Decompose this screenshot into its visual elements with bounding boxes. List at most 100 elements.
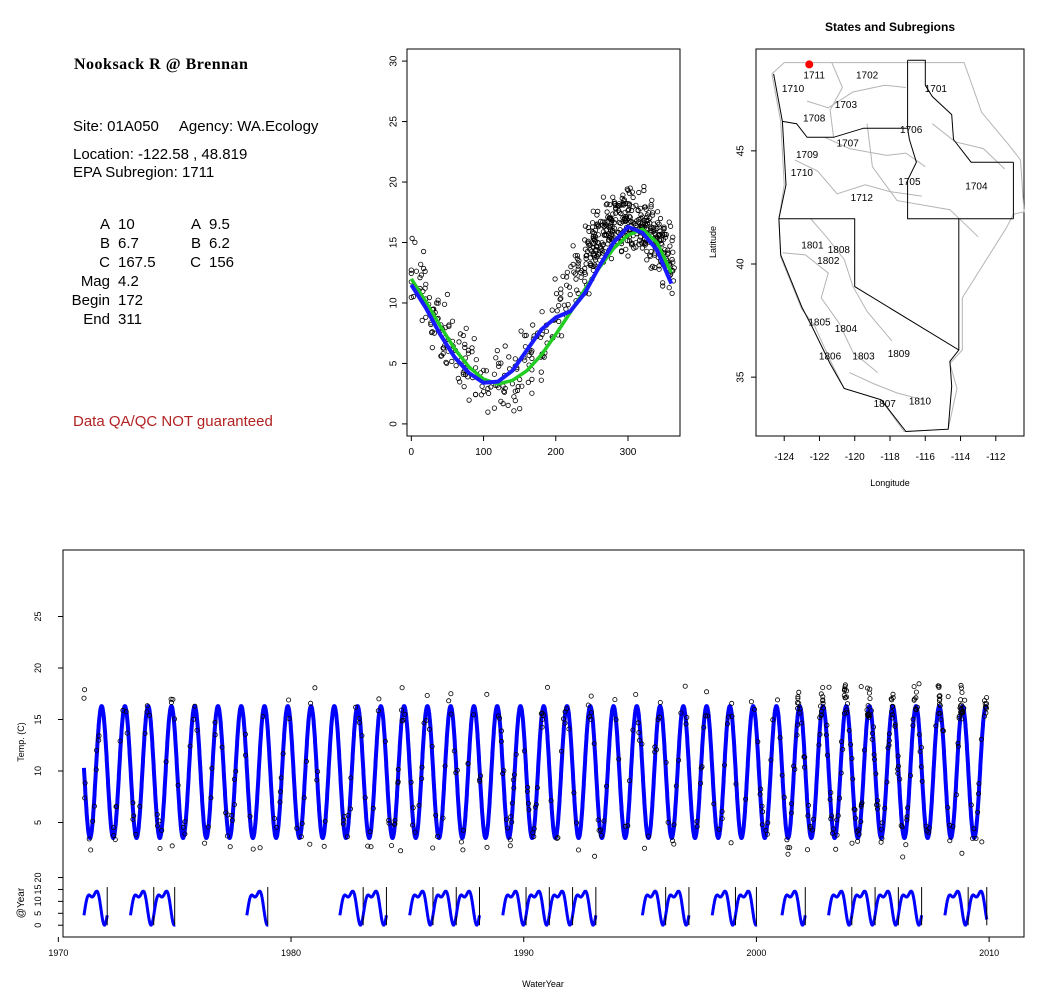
temperature-point [112, 837, 118, 843]
temperature-point [886, 738, 892, 744]
state-border [907, 128, 1014, 220]
temperature-point [865, 685, 871, 691]
observation-point [669, 256, 675, 263]
observation-point [419, 317, 425, 323]
temperature-point [889, 703, 895, 709]
observation-point [619, 201, 625, 207]
temperature-point [947, 838, 953, 844]
observation-point [646, 210, 652, 216]
observation-point [420, 265, 427, 272]
param-key: Mag [80, 273, 110, 290]
observation-point [604, 219, 610, 225]
temperature-point [595, 817, 601, 823]
x-tick-label: 200 [547, 447, 564, 458]
temperature-point [633, 692, 639, 698]
temperature-point [321, 843, 327, 849]
temperature-point [94, 747, 100, 753]
observation-point [575, 260, 581, 266]
temperature-point [865, 703, 871, 709]
temperature-point [308, 700, 314, 706]
temperature-point [613, 717, 619, 723]
temperature-point [294, 825, 300, 831]
temperature-point [846, 728, 852, 734]
temperature-point [561, 716, 567, 722]
observation-point [558, 290, 564, 296]
annual-strip-curve [850, 889, 877, 927]
observation-point [616, 209, 622, 215]
subregion-label: 1804 [835, 324, 858, 335]
temperature-point [566, 726, 572, 732]
temperature-point [477, 777, 483, 783]
temperature-point [959, 709, 965, 715]
temperature-point [858, 803, 864, 809]
strip-y-tick-label: 10 [33, 896, 43, 906]
temperature-point [719, 816, 725, 822]
temperature-point [673, 783, 679, 789]
observation-point [572, 253, 578, 259]
temperature-point [886, 731, 892, 737]
temperature-point [820, 694, 826, 700]
observation-point [644, 257, 650, 263]
temperature-point [124, 730, 130, 736]
temperature-point [392, 821, 398, 827]
subregion-boundary [824, 136, 926, 168]
observation-point [560, 273, 566, 279]
temperature-point [867, 686, 873, 692]
temperature-point [392, 817, 398, 823]
temperature-point [111, 833, 117, 839]
observation-point [609, 224, 615, 230]
observation-point [642, 240, 648, 246]
temperature-point [784, 837, 790, 843]
y-tick-label: 0 [389, 421, 400, 427]
annual-strip-curve [431, 889, 458, 927]
temperature-point [975, 809, 981, 815]
temperature-point [382, 738, 388, 744]
observation-point [652, 252, 658, 258]
temperature-point [900, 854, 906, 860]
observation-point [665, 251, 671, 257]
strip-y-tick-label: 20 [33, 873, 43, 883]
observation-point [625, 253, 631, 259]
observation-point [511, 394, 517, 400]
observation-point [594, 212, 600, 218]
observation-point [666, 285, 672, 291]
temperature-point [848, 742, 854, 748]
annual-strip-curve [547, 889, 575, 927]
timeseries-frame [62, 549, 1025, 938]
temperature-point [781, 794, 787, 800]
observation-point [637, 234, 643, 240]
observation-point [554, 308, 560, 314]
param-key: Begin [71, 292, 110, 309]
temperature-point [788, 810, 794, 816]
temperature-point [878, 826, 884, 832]
annual-strip-curve [82, 889, 109, 927]
temperature-point [419, 776, 425, 782]
observation-point [643, 206, 649, 212]
temperature-point [763, 827, 769, 833]
observation-point [574, 287, 580, 293]
observation-point [605, 237, 612, 243]
temperature-point [286, 716, 292, 722]
temperature-point [895, 763, 901, 769]
temperature-point [509, 800, 515, 806]
subregion-boundary [829, 62, 843, 138]
map-title: States and Subregions [825, 20, 955, 34]
subregion-label: 1809 [888, 349, 911, 360]
temperature-point [711, 801, 717, 807]
temperature-point [460, 847, 466, 853]
temperature-point [398, 848, 404, 854]
observation-point [519, 383, 525, 389]
temperature-point [303, 758, 309, 764]
temperature-point [898, 823, 904, 829]
temperature-point [359, 733, 365, 739]
temperature-point [123, 709, 129, 715]
temperature-point [960, 710, 966, 716]
temperature-point [592, 853, 598, 859]
site-title: Nooksack R @ Brennan [74, 56, 249, 73]
param-value: 156 [209, 254, 235, 271]
temperature-point [242, 731, 248, 737]
temperature-point [168, 696, 174, 702]
temperature-point [979, 839, 985, 845]
temperature-point [810, 816, 816, 822]
temperature-point [824, 722, 830, 728]
